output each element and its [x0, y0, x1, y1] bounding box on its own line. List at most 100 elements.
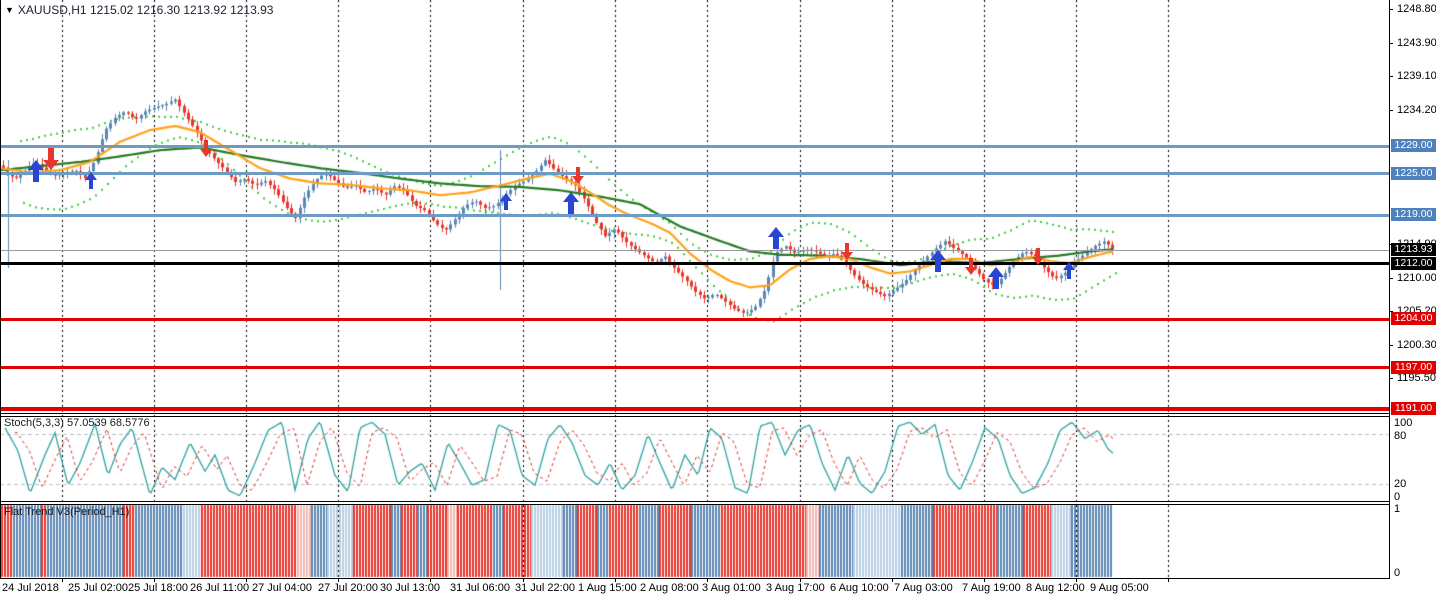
arrow-stem: [89, 180, 93, 189]
chart-bottom-border: [0, 578, 1390, 579]
buy-arrow-icon[interactable]: [930, 250, 946, 272]
time-axis-label: 31 Jul 06:00: [450, 582, 510, 594]
support-line[interactable]: [0, 366, 1389, 369]
time-axis-label: 30 Jul 13:00: [380, 582, 440, 594]
support-line[interactable]: [0, 318, 1389, 321]
sell-arrow-icon[interactable]: [200, 140, 212, 157]
time-tick-mark: [984, 579, 985, 582]
arrow-head: [563, 192, 579, 202]
arrow-stem: [1067, 270, 1071, 279]
arrow-head: [988, 267, 1004, 277]
time-tick-mark: [892, 579, 893, 582]
time-axis-label: 9 Aug 05:00: [1090, 582, 1149, 594]
time-tick-mark: [615, 579, 616, 582]
price-badge-black: 1213.93: [1391, 243, 1436, 256]
price-badge-blue: 1219.00: [1391, 208, 1436, 221]
panel-separator[interactable]: [0, 504, 1390, 505]
stoch-scale-label: 20: [1394, 478, 1407, 490]
arrow-stem: [33, 170, 39, 182]
sell-arrow-icon[interactable]: [572, 167, 584, 184]
arrow-stem: [576, 167, 580, 176]
buy-arrow-icon[interactable]: [1063, 262, 1075, 279]
arrow-head: [28, 160, 44, 170]
chart-left-border: [0, 0, 1, 579]
arrow-head: [43, 160, 59, 170]
price-tick-mark: [1389, 378, 1393, 379]
pivot-line[interactable]: [0, 262, 1389, 265]
time-tick-mark: [246, 579, 247, 582]
resistance-line[interactable]: [0, 172, 1389, 175]
time-tick-mark: [707, 579, 708, 582]
arrow-stem: [993, 277, 999, 289]
price-tick-mark: [1389, 311, 1393, 312]
arrow-stem: [48, 148, 54, 160]
price-tick-label: 1210.00: [1397, 272, 1436, 284]
resistance-line[interactable]: [0, 145, 1389, 148]
time-axis-label: 6 Aug 10:00: [830, 582, 889, 594]
chevron-down-icon: ▼: [5, 5, 14, 15]
time-axis-label: 8 Aug 12:00: [1026, 582, 1085, 594]
panel-separator[interactable]: [0, 413, 1390, 414]
arrow-stem: [204, 140, 208, 149]
stoch-scale-label: 0: [1394, 491, 1401, 503]
price-tick-mark: [1389, 76, 1393, 77]
price-badge-red: 1191.00: [1391, 402, 1436, 415]
time-axis-label: 26 Jul 11:00: [190, 582, 250, 594]
buy-arrow-icon[interactable]: [563, 192, 579, 214]
time-tick-mark: [338, 579, 339, 582]
buy-arrow-icon[interactable]: [500, 193, 512, 210]
panel-separator[interactable]: [0, 501, 1390, 502]
current-price-line[interactable]: [0, 250, 1389, 251]
time-axis-label: 27 Jul 20:00: [318, 582, 378, 594]
price-tick-label: 1243.90: [1397, 37, 1436, 49]
support-line[interactable]: [0, 407, 1389, 411]
resistance-line[interactable]: [0, 214, 1389, 217]
time-tick-mark: [523, 579, 524, 582]
time-tick-mark: [154, 579, 155, 582]
buy-arrow-icon[interactable]: [28, 160, 44, 182]
time-axis-label: 31 Jul 22:00: [515, 582, 575, 594]
time-axis-label: 27 Jul 04:00: [252, 582, 312, 594]
time-axis-label: 7 Aug 03:00: [894, 582, 953, 594]
time-axis-label: 3 Aug 01:00: [702, 582, 761, 594]
price-badge-blue: 1225.00: [1391, 167, 1436, 180]
arrow-head: [841, 252, 853, 260]
time-axis-label: 25 Jul 18:00: [128, 582, 188, 594]
stochastic-label: Stoch(5,3,3) 57.0539 68.5776: [4, 417, 150, 429]
price-badge-blue: 1229.00: [1391, 139, 1436, 152]
sell-arrow-icon[interactable]: [1032, 248, 1044, 265]
arrow-head: [768, 227, 784, 237]
time-tick-mark: [1168, 579, 1169, 582]
arrow-stem: [845, 243, 849, 252]
chart-canvas[interactable]: [0, 0, 1390, 601]
arrow-head: [200, 149, 212, 157]
axis-border-line: [1389, 0, 1390, 579]
time-tick-mark: [430, 579, 431, 582]
arrow-stem: [773, 237, 779, 249]
price-tick-label: 1239.10: [1397, 70, 1436, 82]
arrow-head: [85, 172, 97, 180]
price-badge-black: 1212.00: [1391, 257, 1436, 270]
price-tick-mark: [1389, 9, 1393, 10]
sell-arrow-icon[interactable]: [43, 148, 59, 170]
flat-trend-scale-label: 1: [1394, 503, 1401, 515]
price-tick-mark: [1389, 278, 1393, 279]
buy-arrow-icon[interactable]: [988, 267, 1004, 289]
price-tick-label: 1248.80: [1397, 3, 1436, 15]
sell-arrow-icon[interactable]: [841, 243, 853, 260]
buy-arrow-icon[interactable]: [85, 172, 97, 189]
sell-arrow-icon[interactable]: [965, 258, 977, 275]
price-tick-mark: [1389, 345, 1393, 346]
time-axis-label: 3 Aug 17:00: [766, 582, 825, 594]
arrow-stem: [504, 201, 508, 210]
panel-separator[interactable]: [0, 416, 1390, 417]
time-axis-label: 24 Jul 2018: [2, 582, 59, 594]
flat-trend-scale-label: 0: [1394, 567, 1401, 579]
price-tick-label: 1195.50: [1397, 372, 1436, 384]
price-badge-red: 1197.00: [1391, 361, 1436, 374]
time-tick-mark: [62, 579, 63, 582]
arrow-head: [930, 250, 946, 260]
buy-arrow-icon[interactable]: [768, 227, 784, 249]
time-axis-label: 7 Aug 19:00: [962, 582, 1021, 594]
